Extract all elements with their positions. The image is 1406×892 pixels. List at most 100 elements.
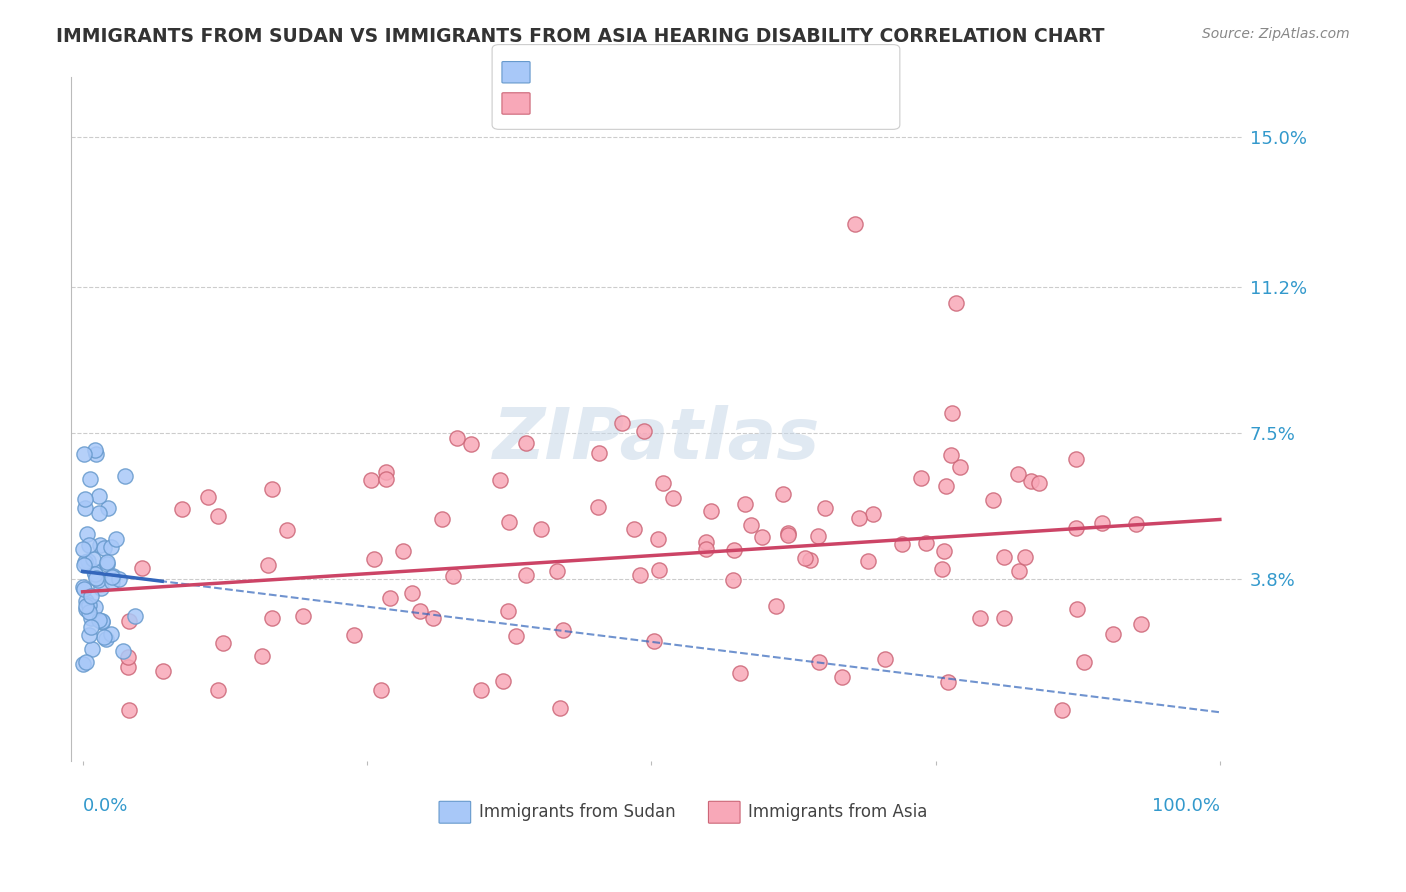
Point xyxy=(276,523,298,537)
Point xyxy=(72,657,94,672)
Point xyxy=(807,529,830,543)
Point xyxy=(848,511,870,525)
Point xyxy=(100,627,122,641)
Point xyxy=(80,620,103,634)
Point xyxy=(831,670,853,684)
Text: 100.0%: 100.0% xyxy=(1152,797,1220,814)
Point xyxy=(93,541,115,555)
Point xyxy=(772,487,794,501)
Point xyxy=(1019,474,1042,488)
Point xyxy=(375,466,398,480)
Point xyxy=(77,554,100,568)
Point xyxy=(75,594,97,608)
Text: 0.120: 0.120 xyxy=(588,62,640,80)
Point xyxy=(751,530,773,544)
Text: ZIPatlas: ZIPatlas xyxy=(494,405,821,475)
Text: N =: N = xyxy=(647,62,683,80)
Point xyxy=(84,571,107,585)
Point xyxy=(633,425,655,439)
Point xyxy=(695,541,717,556)
Point xyxy=(610,416,633,430)
Point xyxy=(1007,467,1029,481)
Point xyxy=(374,472,396,486)
Point xyxy=(496,604,519,618)
Point xyxy=(197,490,219,504)
Point xyxy=(505,629,527,643)
Point xyxy=(114,468,136,483)
Point xyxy=(117,650,139,665)
Point xyxy=(588,446,610,460)
Point xyxy=(628,568,651,582)
Point xyxy=(648,562,671,576)
Point xyxy=(844,217,866,231)
Point xyxy=(83,442,105,457)
Point xyxy=(96,555,118,569)
Point xyxy=(814,500,837,515)
Point xyxy=(89,538,111,552)
Point xyxy=(83,599,105,614)
FancyBboxPatch shape xyxy=(709,801,740,823)
Point xyxy=(75,555,97,569)
Point xyxy=(586,500,609,515)
Point xyxy=(470,683,492,698)
Point xyxy=(765,599,787,613)
Text: 0.233: 0.233 xyxy=(588,94,641,112)
Point xyxy=(515,435,537,450)
Point xyxy=(652,475,675,490)
Point xyxy=(82,642,104,657)
Point xyxy=(799,553,821,567)
Text: R =: R = xyxy=(540,94,576,112)
Point xyxy=(292,608,315,623)
Point xyxy=(936,675,959,690)
Point xyxy=(430,512,453,526)
Point xyxy=(856,554,879,568)
Text: R =: R = xyxy=(540,62,576,80)
Point xyxy=(546,564,568,578)
Text: 0.0%: 0.0% xyxy=(83,797,128,814)
Point xyxy=(1028,475,1050,490)
Point xyxy=(492,673,515,688)
Point xyxy=(981,493,1004,508)
Point xyxy=(941,406,963,420)
Point xyxy=(84,567,107,582)
Point xyxy=(1014,549,1036,564)
Point xyxy=(969,611,991,625)
Point xyxy=(910,471,932,485)
Point xyxy=(75,599,97,613)
Point xyxy=(84,447,107,461)
Point xyxy=(207,508,229,523)
Point xyxy=(993,611,1015,625)
Point xyxy=(1091,516,1114,531)
Point xyxy=(380,591,402,605)
Point xyxy=(101,568,124,582)
Point xyxy=(891,537,914,551)
FancyBboxPatch shape xyxy=(439,801,471,823)
Point xyxy=(76,527,98,541)
Point xyxy=(862,507,884,521)
Point xyxy=(170,501,193,516)
Point xyxy=(87,613,110,627)
Point xyxy=(108,572,131,586)
Point xyxy=(931,562,953,576)
Point xyxy=(723,543,745,558)
Point xyxy=(97,500,120,515)
Text: Immigrants from Sudan: Immigrants from Sudan xyxy=(479,803,675,821)
Point xyxy=(446,431,468,445)
Point xyxy=(100,540,122,554)
Point xyxy=(152,664,174,678)
Point xyxy=(808,655,831,669)
Text: Immigrants from Asia: Immigrants from Asia xyxy=(748,803,928,821)
Point xyxy=(1066,521,1088,535)
Point xyxy=(623,522,645,536)
Point xyxy=(1073,656,1095,670)
Point xyxy=(515,568,537,582)
Point xyxy=(101,575,124,590)
Point xyxy=(945,295,967,310)
Point xyxy=(79,611,101,625)
Point xyxy=(260,610,283,624)
Text: IMMIGRANTS FROM SUDAN VS IMMIGRANTS FROM ASIA HEARING DISABILITY CORRELATION CHA: IMMIGRANTS FROM SUDAN VS IMMIGRANTS FROM… xyxy=(56,27,1105,45)
Point xyxy=(662,491,685,505)
Point xyxy=(932,543,955,558)
Text: Source: ZipAtlas.com: Source: ZipAtlas.com xyxy=(1202,27,1350,41)
Point xyxy=(73,558,96,573)
